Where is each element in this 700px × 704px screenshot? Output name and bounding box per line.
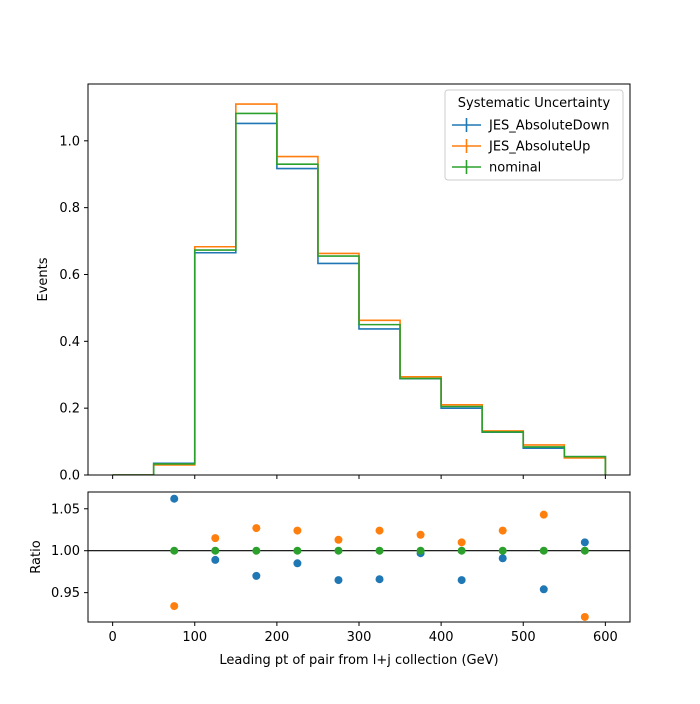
- ratio-point-nominal-5: [375, 546, 384, 555]
- ratio-point-jes-absolutedown-0: [170, 494, 179, 503]
- main-ytick-label: 0.6: [59, 268, 80, 283]
- legend-box: [444, 89, 624, 181]
- ratio-point-jes-absoluteup-4: [334, 535, 343, 544]
- ratio-point-nominal-8: [498, 546, 507, 555]
- ratio-point-nominal-10: [580, 546, 589, 555]
- ratio-panel: 0.95 1.00 1.05 0 100 200 300 400 500 600 Leading p…: [29, 491, 631, 668]
- ratio-point-jes-absoluteup-2: [252, 524, 261, 533]
- main-histogram-panel: 0.0 0.2 0.4 0.6 0.8 1.0 Events: [36, 83, 631, 484]
- ratio-point-jes-absoluteup-5: [375, 526, 384, 535]
- histogram-series-group: [112, 103, 607, 475]
- legend-entry-jes-absolutedown: JES_AbsoluteDown: [452, 118, 609, 134]
- ratio-point-nominal-1: [211, 546, 220, 555]
- legend: Systematic Uncertainty JES_AbsoluteDown JE…: [444, 89, 624, 181]
- ratio-point-jes-absoluteup-3: [293, 526, 302, 535]
- ratio-point-nominal-4: [334, 546, 343, 555]
- ratio-point-jes-absolutedown-9: [539, 585, 548, 594]
- ratio-xtick-label: 600: [593, 630, 618, 645]
- main-ytick-label: 1.0: [59, 134, 80, 149]
- main-ylabel: Events: [36, 257, 51, 301]
- legend-entry-jes-absoluteup: JES_AbsoluteUp: [452, 139, 590, 155]
- legend-label-nominal: nominal: [489, 161, 541, 176]
- ratio-xtick-label: 300: [347, 630, 372, 645]
- ratio-point-jes-absolutedown-4: [334, 576, 343, 585]
- legend-label-jes-absolutedown: JES_AbsoluteDown: [488, 119, 609, 134]
- ratio-xlabel: Leading pt of pair from l+j collection (…: [219, 653, 498, 668]
- ratio-point-jes-absoluteup-10: [580, 612, 589, 621]
- ratio-ylabel: Ratio: [29, 540, 44, 573]
- ratio-point-jes-absolutedown-3: [293, 559, 302, 568]
- ratio-point-jes-absoluteup-6: [416, 530, 425, 539]
- legend-entry-nominal: nominal: [452, 160, 541, 176]
- ratio-point-nominal-2: [252, 546, 261, 555]
- ratio-ytick-label: 1.00: [51, 544, 80, 559]
- ratio-point-jes-absoluteup-8: [498, 526, 507, 535]
- histogram-line-nominal: [112, 112, 607, 475]
- legend-label-jes-absoluteup: JES_AbsoluteUp: [488, 140, 590, 155]
- ratio-xtick-label: 400: [429, 630, 454, 645]
- ratio-ytick-label: 0.95: [51, 586, 80, 601]
- ratio-point-jes-absoluteup-7: [457, 538, 466, 547]
- main-ytick-label: 0.4: [59, 335, 80, 350]
- ratio-point-nominal-0: [170, 546, 179, 555]
- ratio-point-jes-absoluteup-0: [170, 602, 179, 611]
- ratio-point-nominal-6: [416, 546, 425, 555]
- ratio-point-nominal-9: [539, 546, 548, 555]
- ratio-point-jes-absolutedown-10: [580, 538, 589, 547]
- ratio-axes-frame: [87, 491, 631, 623]
- ratio-ytick-label: 1.05: [51, 502, 80, 517]
- ratio-points-group: [88, 494, 630, 621]
- ratio-xtick-label: 500: [511, 630, 536, 645]
- ratio-point-jes-absolutedown-2: [252, 571, 261, 580]
- ratio-xtick-label: 100: [182, 630, 207, 645]
- main-ytick-label: 0.2: [59, 402, 80, 417]
- ratio-xtick-label: 0: [108, 630, 116, 645]
- ratio-point-jes-absoluteup-9: [539, 510, 548, 519]
- ratio-point-jes-absolutedown-8: [498, 554, 507, 563]
- ratio-point-jes-absolutedown-1: [211, 555, 220, 564]
- main-ytick-label: 0.0: [59, 469, 80, 484]
- ratio-point-jes-absoluteup-1: [211, 534, 220, 543]
- main-ytick-label: 0.8: [59, 201, 80, 216]
- legend-title: Systematic Uncertainty: [458, 96, 611, 111]
- ratio-point-nominal-3: [293, 546, 302, 555]
- ratio-point-jes-absolutedown-5: [375, 575, 384, 584]
- ratio-point-jes-absolutedown-7: [457, 576, 466, 585]
- ratio-point-nominal-7: [457, 546, 466, 555]
- ratio-xtick-label: 200: [264, 630, 289, 645]
